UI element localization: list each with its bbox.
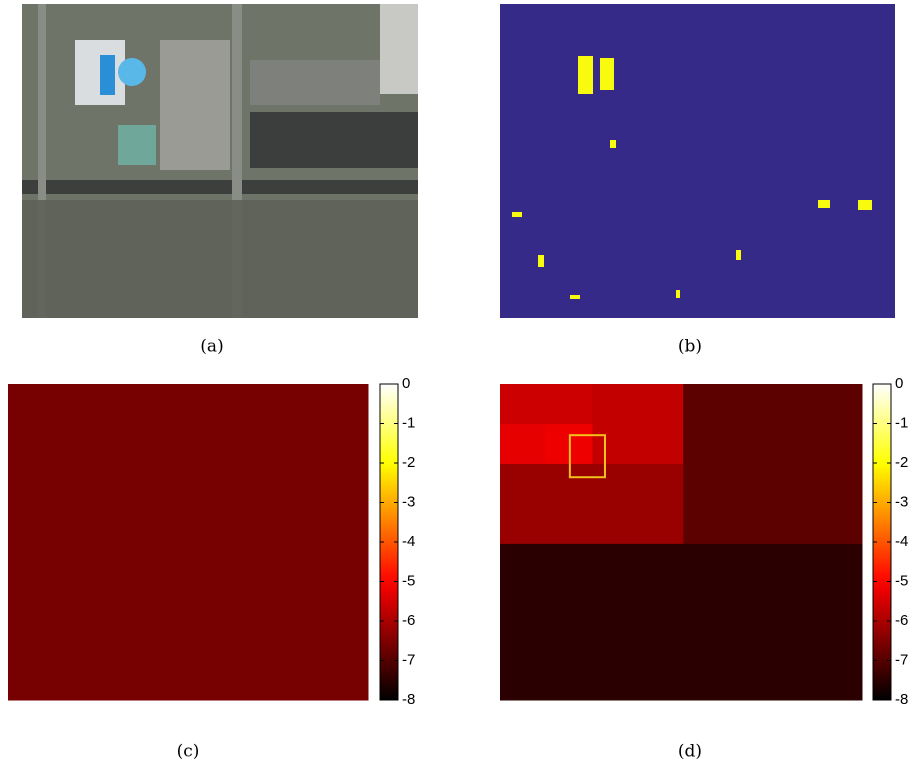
colorbar-tick-label: -7 xyxy=(895,651,908,668)
colorbar-tick-label: -5 xyxy=(402,572,415,589)
colorbar-tick-label: -4 xyxy=(402,533,415,550)
heatmap-cell xyxy=(683,384,862,544)
aerial-image xyxy=(22,4,418,318)
heatmap-cell xyxy=(500,424,545,464)
colorbar-tick-label: 0 xyxy=(895,375,903,392)
colorbar-tick-label: -3 xyxy=(402,493,415,510)
colorbar-tick-label: -8 xyxy=(402,691,415,708)
heatmap-cell xyxy=(545,424,593,464)
colorbar-tick-label: -1 xyxy=(895,414,908,431)
colorbar-tick-label: -7 xyxy=(402,651,415,668)
colorbar-tick-label: -2 xyxy=(895,454,908,471)
colorbar-tick-label: -6 xyxy=(895,612,908,629)
heatmap-cell xyxy=(500,384,592,425)
caption: (d) xyxy=(678,742,702,762)
caption: (b) xyxy=(678,337,702,357)
colorbar-tick-label: -2 xyxy=(402,454,415,471)
heatmap-cell xyxy=(500,544,863,701)
colorbar-tick-label: -5 xyxy=(895,572,908,589)
figure: (a) (b) (c) (d) 0 -1 -2 -3 -4 -5 -6 -7 -8 0 -1 -2 -3… xyxy=(0,0,917,768)
heatmap-cell xyxy=(8,384,369,701)
colorbar-tick-label: -8 xyxy=(895,691,908,708)
binary-map xyxy=(500,4,895,318)
caption: (c) xyxy=(177,742,200,762)
colorbar-tick-label: -4 xyxy=(895,533,908,550)
caption: (a) xyxy=(200,337,223,357)
colorbar-tick-label: -1 xyxy=(402,414,415,431)
colorbar-tick-label: -6 xyxy=(402,612,415,629)
heatmap-cell xyxy=(500,464,684,544)
colorbar-tick-label: -3 xyxy=(895,493,908,510)
colorbar-tick-label: 0 xyxy=(402,375,410,392)
